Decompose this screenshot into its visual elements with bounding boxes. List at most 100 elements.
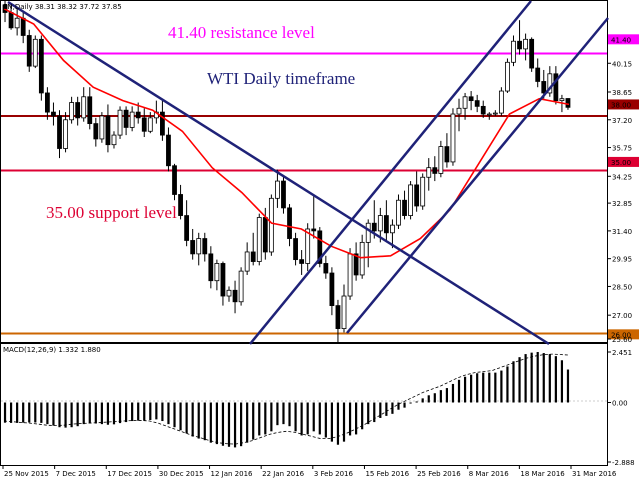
candle-body[interactable] bbox=[359, 241, 365, 276]
candle-body[interactable] bbox=[57, 115, 62, 149]
candle-body[interactable] bbox=[553, 73, 559, 102]
candle-body[interactable] bbox=[250, 251, 256, 262]
candle-body[interactable] bbox=[226, 289, 232, 297]
price-axis: 41.40 40.15 38.65 38.00 37.20 35.75 35.00 34.25… bbox=[607, 34, 639, 344]
candle-body[interactable] bbox=[565, 98, 571, 108]
candle-body[interactable] bbox=[474, 100, 480, 107]
price-tick-label: 37.20 bbox=[612, 117, 632, 125]
candle-body[interactable] bbox=[147, 117, 153, 132]
candle-body[interactable] bbox=[214, 263, 220, 282]
candle-body[interactable] bbox=[287, 207, 292, 239]
candle-body[interactable] bbox=[353, 253, 359, 276]
candle-body[interactable] bbox=[523, 38, 529, 50]
candle-body[interactable] bbox=[541, 81, 547, 94]
candle-body[interactable] bbox=[559, 98, 565, 102]
candle-body[interactable] bbox=[8, 12, 14, 29]
candle-body[interactable] bbox=[238, 270, 244, 303]
candle-body[interactable] bbox=[38, 38, 44, 94]
candle-body[interactable] bbox=[63, 119, 68, 149]
candle-body[interactable] bbox=[196, 238, 202, 255]
candle-body[interactable] bbox=[75, 102, 81, 119]
candle-body[interactable] bbox=[486, 113, 492, 116]
candle-body[interactable] bbox=[293, 238, 298, 261]
candle-body[interactable] bbox=[178, 194, 183, 216]
descending-trendline[interactable] bbox=[7, 0, 550, 346]
candle-body[interactable] bbox=[311, 228, 317, 232]
candle-body[interactable] bbox=[184, 215, 190, 241]
candle-body[interactable] bbox=[511, 40, 516, 63]
candle-body[interactable] bbox=[93, 123, 99, 140]
candle-body[interactable] bbox=[141, 117, 147, 132]
candle-body[interactable] bbox=[450, 113, 456, 163]
candle-body[interactable] bbox=[505, 61, 510, 92]
candle-body[interactable] bbox=[160, 111, 165, 136]
candle-body[interactable] bbox=[462, 96, 468, 109]
candle-body[interactable] bbox=[244, 251, 250, 272]
candle-body[interactable] bbox=[117, 109, 123, 136]
candle-body[interactable] bbox=[256, 217, 262, 262]
candle-body[interactable] bbox=[432, 167, 438, 174]
candle-body[interactable] bbox=[44, 92, 50, 113]
candle-body[interactable] bbox=[190, 240, 196, 255]
candle-body[interactable] bbox=[208, 253, 214, 282]
candle-body[interactable] bbox=[547, 73, 553, 94]
channel-upper-line[interactable] bbox=[249, 0, 532, 345]
candle-body[interactable] bbox=[444, 146, 450, 163]
candle-body[interactable] bbox=[81, 96, 87, 119]
candle-body[interactable] bbox=[396, 199, 401, 226]
candle-body[interactable] bbox=[268, 197, 274, 253]
candle-body[interactable] bbox=[166, 134, 171, 167]
candle-body[interactable] bbox=[305, 228, 311, 264]
candle-body[interactable] bbox=[468, 96, 474, 102]
candle-body[interactable] bbox=[220, 263, 226, 297]
candle-body[interactable] bbox=[275, 180, 280, 199]
candle-body[interactable] bbox=[14, 17, 20, 29]
candle-body[interactable] bbox=[32, 38, 38, 67]
candle-body[interactable] bbox=[347, 253, 353, 297]
candle-body[interactable] bbox=[262, 217, 268, 253]
candle-body[interactable] bbox=[383, 215, 389, 234]
candle-body[interactable] bbox=[408, 184, 413, 216]
candle-body[interactable] bbox=[26, 35, 32, 67]
candle-body[interactable] bbox=[456, 107, 462, 115]
candle-body[interactable] bbox=[329, 272, 335, 307]
candle-body[interactable] bbox=[480, 105, 486, 115]
candle-body[interactable] bbox=[323, 263, 329, 274]
candle-body[interactable] bbox=[281, 180, 286, 209]
candle-body[interactable] bbox=[335, 305, 341, 329]
candle-body[interactable] bbox=[202, 238, 208, 255]
candle-body[interactable] bbox=[529, 38, 535, 69]
candle-body[interactable] bbox=[172, 165, 177, 195]
candle-body[interactable] bbox=[535, 67, 541, 82]
candle-body[interactable] bbox=[232, 289, 238, 303]
candle-body[interactable] bbox=[123, 109, 129, 128]
candle-body[interactable] bbox=[111, 134, 117, 146]
candle-body[interactable] bbox=[517, 40, 522, 50]
symbol-header: EN,Daily 38.31 38.32 37.72 37.85 bbox=[3, 3, 122, 11]
candle-body[interactable] bbox=[365, 222, 371, 243]
candle-body[interactable] bbox=[402, 199, 407, 216]
candle-body[interactable] bbox=[420, 176, 426, 207]
channel-lower-line[interactable] bbox=[346, 17, 609, 334]
candle-body[interactable] bbox=[341, 295, 347, 329]
trendlines bbox=[7, 0, 609, 346]
candle-body[interactable] bbox=[99, 115, 105, 140]
candle-body[interactable] bbox=[390, 224, 395, 234]
candle-body[interactable] bbox=[498, 90, 504, 114]
candle-body[interactable] bbox=[69, 102, 75, 121]
candle-body[interactable] bbox=[317, 230, 323, 264]
candle-body[interactable] bbox=[20, 17, 26, 36]
candle-body[interactable] bbox=[371, 222, 377, 232]
candle-body[interactable] bbox=[129, 111, 135, 128]
candle-body[interactable] bbox=[135, 111, 141, 119]
candle-body[interactable] bbox=[377, 215, 383, 232]
candle-body[interactable] bbox=[87, 96, 93, 125]
candle-body[interactable] bbox=[105, 115, 111, 146]
candle-body[interactable] bbox=[438, 146, 444, 174]
candle-body[interactable] bbox=[299, 259, 305, 264]
candle-body[interactable] bbox=[426, 167, 432, 178]
candle-body[interactable] bbox=[492, 112, 498, 115]
candle-body[interactable] bbox=[51, 111, 56, 117]
candle-body[interactable] bbox=[414, 184, 420, 207]
